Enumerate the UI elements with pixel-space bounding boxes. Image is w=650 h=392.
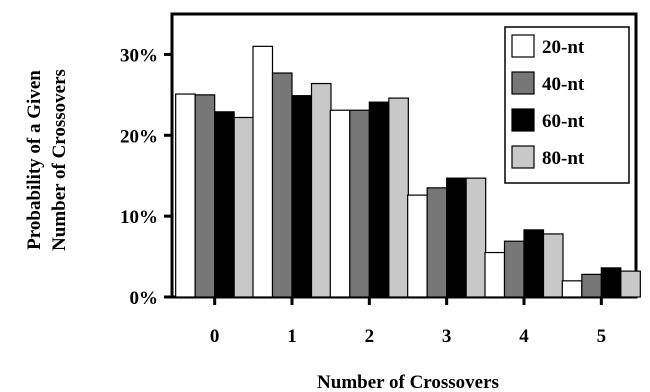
bar	[329, 109, 351, 298]
bar	[233, 116, 255, 298]
bar	[368, 101, 390, 298]
x-axis: 0 1 2 3 4 5	[210, 297, 606, 347]
bar	[291, 95, 313, 298]
legend-label: 80-nt	[542, 148, 585, 169]
y-axis-title-line: Number of Crossovers	[49, 69, 70, 251]
x-tick-label: 4	[519, 326, 529, 347]
legend-swatch	[511, 34, 535, 58]
y-axis-title-line: Probability of a Given	[24, 70, 45, 250]
legend-swatch	[511, 145, 535, 169]
legend-label: 20-nt	[542, 37, 585, 58]
x-tick-label: 5	[597, 326, 607, 347]
y-tick-label: 30%	[120, 45, 158, 66]
bar	[349, 109, 370, 298]
bar	[561, 280, 583, 298]
y-axis: 0% 10% 20% 30%	[120, 45, 172, 309]
y-axis-title: Probability of a Given Number of Crossove…	[24, 69, 70, 251]
bar	[600, 267, 622, 298]
bar	[194, 94, 216, 298]
bar	[310, 82, 332, 298]
y-tick-label: 20%	[120, 126, 158, 147]
x-tick-label: 3	[442, 326, 452, 347]
legend-label: 60-nt	[542, 111, 585, 132]
bar	[581, 273, 602, 298]
bar	[271, 72, 293, 298]
x-tick-label: 1	[287, 326, 297, 347]
bar	[407, 194, 428, 298]
y-tick-label: 10%	[120, 207, 158, 228]
bar	[620, 270, 641, 298]
bar	[523, 229, 545, 298]
legend-label: 40-nt	[542, 74, 585, 95]
bar	[214, 111, 235, 298]
bar	[446, 177, 467, 298]
legend: 20-nt 40-nt 60-nt 80-nt	[504, 26, 630, 184]
y-tick-label: 0%	[130, 288, 159, 309]
x-tick-label: 2	[365, 326, 375, 347]
bar	[252, 45, 274, 298]
x-tick-label: 0	[210, 326, 220, 347]
bar	[484, 251, 506, 298]
legend-swatch	[511, 108, 535, 132]
bar	[542, 233, 564, 298]
x-axis-title: Number of Crossovers	[317, 372, 499, 392]
bars-group	[175, 45, 641, 298]
bar	[175, 93, 196, 298]
bar	[503, 240, 525, 298]
legend-swatch	[511, 71, 535, 95]
bar	[388, 97, 409, 298]
bar	[426, 187, 448, 298]
bar	[465, 177, 487, 298]
